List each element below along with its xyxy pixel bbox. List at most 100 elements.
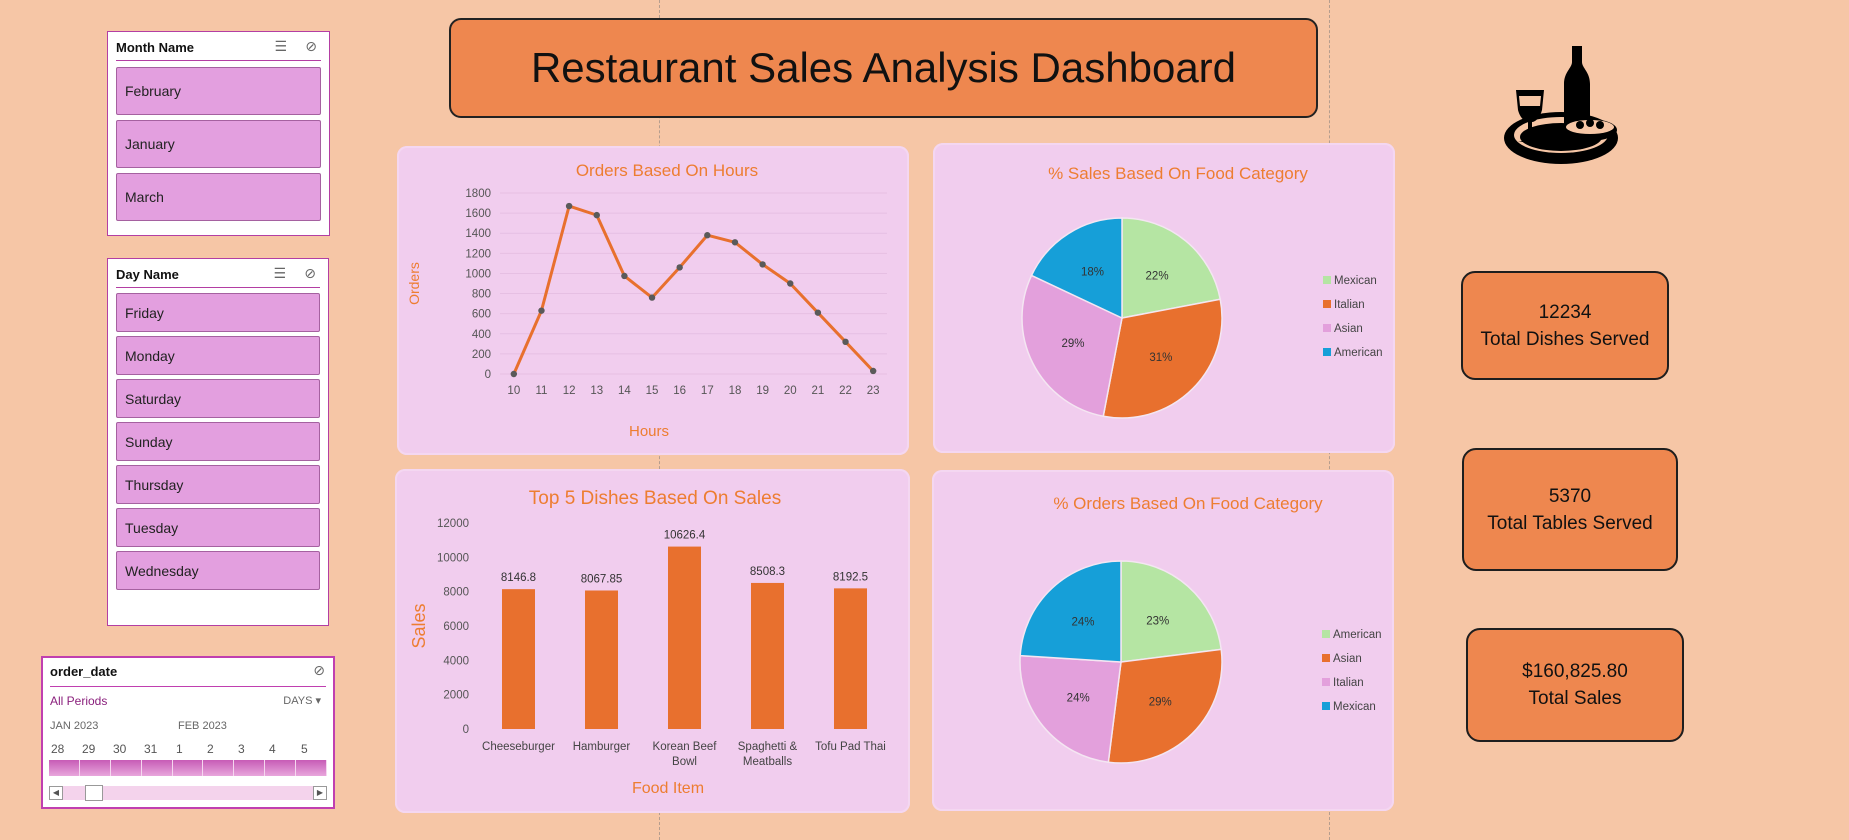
timeline-day-label: 30 [113,742,127,756]
timeline-day-label: 2 [207,742,214,756]
slicer-header: Day Name ☰ ⊘ [116,259,320,288]
pie-slice [1030,217,1123,320]
bar [585,590,618,729]
slicer-item-friday[interactable]: Friday [116,293,320,332]
bar-data-label: 8508.3 [750,566,785,578]
pie-slice [1019,654,1122,764]
x-axis-label: Food Item [632,780,704,797]
pie-slice [1107,648,1223,764]
clear-filter-icon[interactable]: ⊘ [304,265,316,281]
y-tick-label: 1000 [465,268,491,280]
pie-slice [1021,274,1123,418]
month-slicer: Month Name ☰ ⊘ February January March [107,31,330,236]
y-tick-label: 1800 [465,188,491,200]
y-tick-label: 400 [472,329,491,341]
multi-select-icon[interactable]: ☰ [273,265,286,281]
x-tick-label: 12 [563,385,576,397]
bar-data-label: 8146.8 [501,572,536,584]
order-date-timeline: order_date ⊘ All Periods DAYS ▾ JAN 2023… [41,656,335,809]
legend-label: Italian [1334,299,1365,311]
x-tick-label: 18 [729,385,742,397]
data-point [704,232,711,239]
scroll-left-icon[interactable]: ◀ [49,786,63,800]
slice-data-label: 23% [1146,615,1169,627]
scroll-right-icon[interactable]: ▶ [313,786,327,800]
y-tick-label: 1600 [465,208,491,220]
kpi-label: Total Tables Served [1487,512,1653,534]
data-point [869,367,877,375]
timeline-title: order_date [50,664,118,679]
orders-by-hour-chart: Orders Based On Hours 0 200 400 600 800 1000 12… [397,146,909,455]
y-tick-label: 200 [472,349,491,361]
kpi-label: Total Sales [1528,688,1622,709]
x-axis-label: Hours [629,423,669,440]
legend-label: American [1334,347,1383,359]
y-tick-label: 0 [463,724,469,736]
x-tick-label: Tofu Pad Thai [815,741,886,753]
legend-swatch [1323,300,1331,308]
slice-data-label: 24% [1067,692,1090,704]
data-point [593,211,600,219]
slicer-item-february[interactable]: February [116,67,321,115]
slicer-item-sunday[interactable]: Sunday [116,422,320,461]
slice-data-label: 18% [1081,267,1104,279]
slice-data-label: 24% [1071,617,1094,629]
pie-slice [1102,298,1223,419]
slicer-item-january[interactable]: January [116,120,321,168]
x-tick-label: 21 [811,385,824,397]
total-tables-card: 5370 Total Tables Served [1462,448,1678,571]
y-tick-label: 10000 [437,552,469,564]
slicer-item-wednesday[interactable]: Wednesday [116,551,320,590]
legend-label: Asian [1333,653,1362,665]
timeline-period-bar[interactable] [49,760,328,776]
y-axis-label: Orders [406,262,422,305]
time-level-dropdown[interactable]: DAYS ▾ [283,694,321,707]
orders-series-line [512,204,875,375]
data-point [565,202,573,210]
x-tick-label: Korean Beef [653,741,718,753]
y-tick-label: 4000 [443,655,469,667]
legend-label: Mexican [1334,275,1377,287]
slicer-item-saturday[interactable]: Saturday [116,379,320,418]
orders-by-category-chart: % Orders Based On Food Category 23% 29% 24%… [932,470,1394,811]
multi-select-icon[interactable]: ☰ [274,38,287,54]
timeline-day-label: 3 [238,742,245,756]
x-tick-label: 19 [756,385,769,397]
clear-filter-icon[interactable]: ⊘ [313,662,325,678]
all-periods-link[interactable]: All Periods [50,694,108,708]
kpi-label: Total Dishes Served [1480,328,1650,350]
legend-label: Asian [1334,323,1363,335]
y-tick-label: 600 [472,309,491,321]
dashboard-title: Restaurant Sales Analysis Dashboard [530,44,1237,91]
y-tick-label: 800 [472,289,491,301]
legend-swatch [1323,324,1331,332]
slicer-item-thursday[interactable]: Thursday [116,465,320,504]
pie-slice [1019,560,1122,663]
slice-data-label: 31% [1149,352,1172,364]
slicer-item-monday[interactable]: Monday [116,336,320,375]
timeline-day-label: 4 [269,742,276,756]
data-point [787,280,794,287]
bar [502,589,535,729]
legend-label: American [1333,629,1382,641]
y-tick-label: 8000 [443,587,469,599]
x-tick-label: 17 [701,385,714,397]
clear-filter-icon[interactable]: ⊘ [305,38,317,54]
slicer-item-march[interactable]: March [116,173,321,221]
data-point [621,272,628,280]
scroll-thumb[interactable] [85,785,103,801]
slicer-title: Month Name [116,40,194,55]
bar [834,588,867,729]
data-point [648,294,656,301]
timeline-scrollbar[interactable]: ◀ ▶ [49,785,327,801]
timeline-month-label: JAN 2023 [50,720,99,732]
y-tick-label: 6000 [443,621,469,633]
y-tick-label: 12000 [437,518,469,530]
bar [668,546,701,729]
bar-data-label: 10626.4 [664,530,706,542]
kpi-value: 12234 [1538,301,1592,323]
data-point [538,307,545,314]
slicer-item-tuesday[interactable]: Tuesday [116,508,320,547]
x-tick-label: Bowl [672,756,697,768]
bar-data-label: 8192.5 [833,571,868,583]
